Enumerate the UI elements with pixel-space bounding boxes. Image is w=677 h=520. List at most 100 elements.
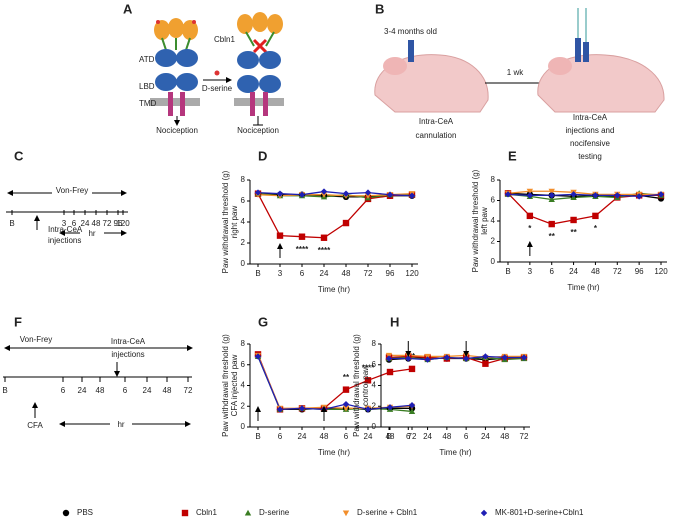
y-tick-label: 8 xyxy=(241,175,246,184)
point xyxy=(526,192,534,199)
x-tick-label: 120 xyxy=(405,269,419,278)
x-tick-label: 48 xyxy=(342,269,351,278)
point xyxy=(424,356,431,363)
point xyxy=(62,509,70,517)
point xyxy=(443,354,451,361)
x-tick-label: 6 xyxy=(549,267,554,276)
lbd-label: LBD xyxy=(139,82,155,91)
point xyxy=(320,192,328,198)
point xyxy=(548,196,555,203)
injection-label: injections xyxy=(111,350,144,359)
output-label: Nociception xyxy=(237,126,279,135)
timeline-tick-label: 48 xyxy=(92,219,101,228)
point xyxy=(342,190,350,197)
x-tick-label: B xyxy=(386,432,391,441)
right-label: Intra-CeA xyxy=(573,113,608,122)
y-tick-label: 6 xyxy=(241,196,246,205)
output-label: Nociception xyxy=(156,126,198,135)
point xyxy=(276,406,284,413)
legend-label: D-serine + Cbln1 xyxy=(357,508,418,517)
left-label: cannulation xyxy=(416,131,457,140)
point xyxy=(482,360,489,367)
significance-label: * xyxy=(594,224,598,233)
x-tick-label: 72 xyxy=(364,269,373,278)
x-tick-label: 3 xyxy=(528,267,533,276)
legend-label: Cbln1 xyxy=(196,508,217,517)
x-tick-label: 96 xyxy=(386,269,395,278)
y-axis-label: left paw xyxy=(480,207,489,235)
panel-label: A xyxy=(123,1,133,16)
x-tick-label: B xyxy=(255,269,260,278)
timeline-tick-label: 24 xyxy=(78,386,87,395)
x-tick-label: 72 xyxy=(520,432,529,441)
legend-label: PBS xyxy=(77,508,93,517)
point xyxy=(408,402,416,409)
timeline-tick-label: 48 xyxy=(96,386,105,395)
y-tick-label: 6 xyxy=(372,360,377,369)
y-axis-label: Paw withdrawal threshold (g) xyxy=(221,170,230,273)
y-tick-label: 6 xyxy=(241,360,246,369)
point xyxy=(254,189,262,196)
y-tick-label: 4 xyxy=(372,381,377,390)
atd-label: ATD xyxy=(139,55,155,64)
timeline-tick-label: B xyxy=(2,386,7,395)
right-label: nocifensive xyxy=(570,139,611,148)
series-line xyxy=(507,193,662,198)
dserine-label: D-serine xyxy=(202,84,233,93)
injection-label: Intra-CeA xyxy=(111,337,146,346)
y-tick-label: 0 xyxy=(372,422,377,431)
timeline-tick-label: 48 xyxy=(163,386,172,395)
x-tick-label: 72 xyxy=(408,432,417,441)
x-tick-label: B xyxy=(505,267,510,276)
x-tick-label: 6 xyxy=(344,432,349,441)
x-tick-label: 96 xyxy=(635,267,644,276)
significance-label: **** xyxy=(296,245,309,254)
point xyxy=(386,191,394,198)
y-tick-label: 2 xyxy=(241,401,246,410)
x-tick-label: 48 xyxy=(442,432,451,441)
point xyxy=(276,232,284,239)
right-label: testing xyxy=(578,152,602,161)
point xyxy=(364,189,372,196)
point xyxy=(657,191,665,198)
timeline-tick-label: 24 xyxy=(81,219,90,228)
series-line xyxy=(257,193,413,239)
timeline-tick-label: 6 xyxy=(61,386,66,395)
y-axis-label: CFA injected paw xyxy=(230,354,239,416)
von-frey-label: Von-Frey xyxy=(20,335,52,344)
point xyxy=(408,408,416,414)
panel-label: F xyxy=(14,314,22,329)
point xyxy=(614,192,621,199)
x-tick-label: 48 xyxy=(500,432,509,441)
point xyxy=(364,406,372,413)
point xyxy=(501,354,508,361)
x-tick-label: 24 xyxy=(320,269,329,278)
x-tick-label: 24 xyxy=(481,432,490,441)
x-tick-label: 3 xyxy=(278,269,283,278)
series-line xyxy=(389,355,524,361)
x-tick-label: 6 xyxy=(300,269,305,278)
panel-b: B 3-4 months old 1 wk Intra-CeA cannulat… xyxy=(374,1,665,161)
y-tick-label: 8 xyxy=(372,339,377,348)
timeline-tick-label: 120 xyxy=(116,219,130,228)
x-tick-label: 6 xyxy=(406,432,411,441)
x-tick-label: 48 xyxy=(386,432,395,441)
y-axis-label: control paw xyxy=(361,365,370,406)
von-frey-label: Von-Frey xyxy=(56,186,88,195)
point xyxy=(548,220,555,228)
point xyxy=(320,234,328,241)
timeline-tick-label: 24 xyxy=(143,386,152,395)
point xyxy=(342,400,350,408)
panel-label: G xyxy=(258,314,268,329)
y-tick-label: 4 xyxy=(241,381,246,390)
interval-label: 1 wk xyxy=(507,68,524,77)
y-tick-label: 8 xyxy=(491,175,496,184)
point xyxy=(570,191,577,198)
series-line xyxy=(257,356,413,413)
point xyxy=(342,219,350,227)
point xyxy=(480,509,488,517)
tmd-label: TMD xyxy=(139,99,157,108)
y-axis-label: right paw xyxy=(230,206,239,239)
